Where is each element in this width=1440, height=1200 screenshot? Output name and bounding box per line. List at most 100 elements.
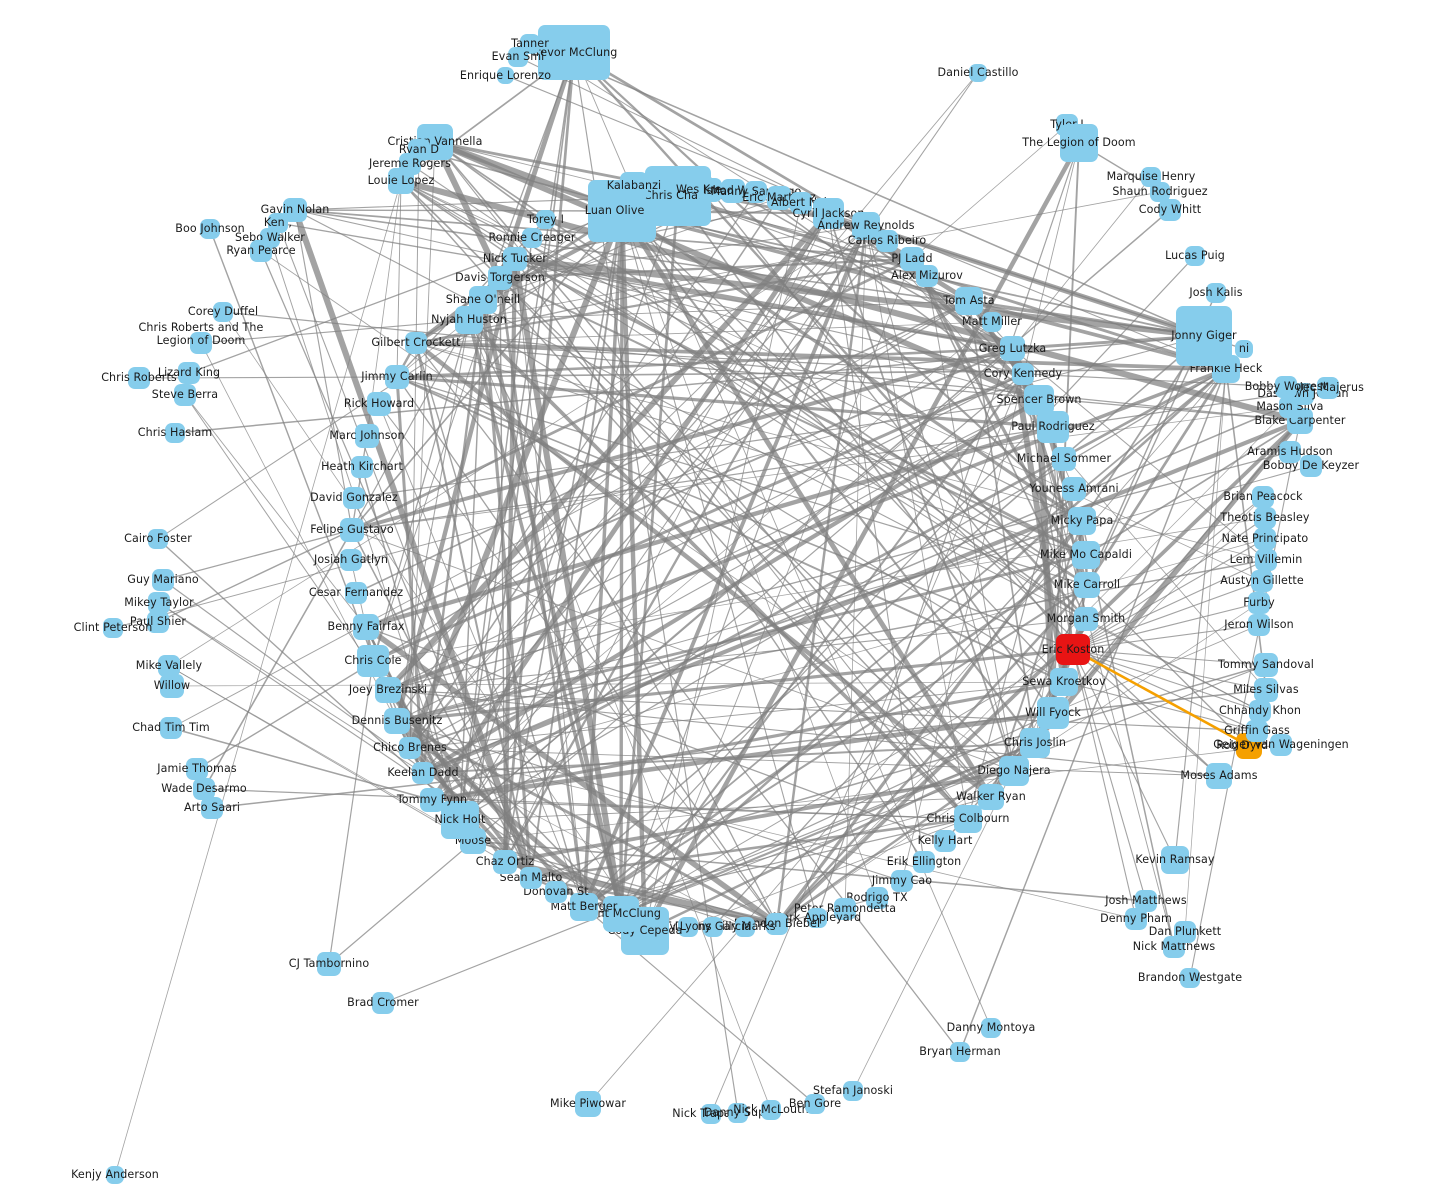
graph-node[interactable] — [1056, 634, 1090, 665]
graph-node[interactable] — [891, 870, 913, 892]
graph-node[interactable] — [955, 287, 983, 315]
graph-node[interactable] — [250, 240, 272, 262]
graph-node[interactable] — [388, 168, 414, 194]
graph-node[interactable] — [703, 917, 723, 937]
graph-node[interactable] — [1074, 572, 1100, 598]
graph-node[interactable] — [158, 655, 180, 677]
graph-node[interactable] — [536, 210, 555, 229]
graph-node[interactable] — [790, 192, 812, 214]
graph-node[interactable] — [834, 898, 856, 920]
graph-node[interactable] — [1252, 486, 1274, 508]
graph-node[interactable] — [213, 302, 233, 322]
graph-node[interactable] — [1246, 720, 1268, 742]
graph-node[interactable] — [1125, 908, 1147, 930]
graph-node[interactable] — [493, 850, 517, 874]
graph-node[interactable] — [148, 529, 168, 549]
graph-node[interactable] — [678, 917, 698, 937]
graph-node[interactable] — [441, 801, 479, 839]
graph-node[interactable] — [353, 614, 379, 640]
graph-node[interactable] — [160, 717, 182, 739]
graph-node[interactable] — [357, 645, 389, 677]
graph-node[interactable] — [412, 762, 434, 784]
graph-node[interactable] — [355, 424, 379, 448]
graph-node[interactable] — [1060, 124, 1098, 162]
graph-node[interactable] — [399, 737, 421, 759]
graph-node[interactable] — [1020, 728, 1050, 758]
graph-node[interactable] — [178, 362, 200, 384]
graph-node[interactable] — [916, 265, 938, 287]
graph-node[interactable] — [1300, 455, 1322, 477]
graph-node[interactable] — [106, 1166, 124, 1184]
graph-node[interactable] — [767, 186, 791, 210]
graph-node[interactable] — [698, 178, 722, 202]
graph-node[interactable] — [375, 677, 401, 703]
graph-node[interactable] — [1135, 890, 1157, 912]
graph-node[interactable] — [147, 611, 169, 633]
graph-node[interactable] — [866, 887, 888, 909]
graph-node[interactable] — [340, 518, 364, 542]
graph-node[interactable] — [728, 1103, 748, 1123]
graph-node[interactable] — [1068, 507, 1096, 535]
graph-node[interactable] — [1000, 336, 1025, 361]
graph-node[interactable] — [1037, 697, 1069, 729]
graph-node[interactable] — [1052, 447, 1076, 471]
graph-node[interactable] — [420, 788, 444, 812]
graph-node[interactable] — [843, 1081, 863, 1101]
graph-node[interactable] — [603, 896, 639, 932]
graph-node[interactable] — [761, 1100, 781, 1120]
graph-node[interactable] — [1024, 385, 1054, 415]
graph-node[interactable] — [1176, 306, 1232, 366]
graph-node[interactable] — [1161, 846, 1189, 874]
graph-node[interactable] — [1012, 363, 1034, 385]
graph-node[interactable] — [128, 367, 150, 389]
graph-node[interactable] — [1317, 377, 1339, 399]
graph-node[interactable] — [1150, 182, 1170, 202]
graph-node[interactable] — [343, 487, 365, 509]
graph-node[interactable] — [193, 778, 215, 800]
graph-node[interactable] — [190, 332, 212, 354]
graph-node[interactable] — [165, 423, 185, 443]
graph-node[interactable] — [160, 674, 184, 698]
graph-node[interactable] — [981, 1018, 1001, 1038]
graph-node[interactable] — [1255, 549, 1277, 571]
graph-node[interactable] — [345, 582, 367, 604]
graph-node[interactable] — [1072, 541, 1100, 569]
graph-node[interactable] — [372, 992, 394, 1014]
graph-node[interactable] — [1248, 614, 1270, 636]
graph-node[interactable] — [1159, 199, 1181, 221]
graph-node[interactable] — [575, 1091, 601, 1117]
graph-node[interactable] — [913, 851, 935, 873]
graph-node[interactable] — [876, 230, 898, 252]
graph-node[interactable] — [1254, 528, 1276, 550]
graph-node[interactable] — [522, 228, 542, 248]
graph-node[interactable] — [351, 456, 373, 478]
graph-node[interactable] — [1248, 592, 1270, 614]
graph-node[interactable] — [1254, 507, 1276, 529]
graph-node[interactable] — [520, 867, 542, 889]
graph-node[interactable] — [1185, 246, 1205, 266]
graph-node[interactable] — [384, 708, 410, 734]
graph-node[interactable] — [455, 306, 483, 334]
graph-node[interactable] — [745, 181, 767, 203]
graph-node[interactable] — [1254, 653, 1278, 677]
graph-node[interactable] — [701, 1104, 721, 1124]
graph-node[interactable] — [1292, 383, 1314, 405]
graph-node[interactable] — [174, 384, 196, 406]
graph-node[interactable] — [813, 198, 844, 229]
graph-node[interactable] — [982, 312, 1002, 332]
graph-node[interactable] — [766, 913, 788, 935]
graph-node[interactable] — [508, 47, 528, 67]
graph-node[interactable] — [1275, 376, 1297, 398]
graph-node[interactable] — [999, 756, 1029, 786]
graph-node[interactable] — [340, 549, 362, 571]
graph-node[interactable] — [852, 212, 880, 240]
graph-node[interactable] — [201, 797, 223, 819]
graph-node[interactable] — [317, 952, 341, 976]
graph-node[interactable] — [1235, 340, 1253, 358]
graph-node[interactable] — [1180, 968, 1200, 988]
graph-node[interactable] — [1279, 441, 1301, 463]
graph-node[interactable] — [570, 893, 598, 921]
graph-node[interactable] — [545, 881, 567, 903]
graph-node[interactable] — [978, 784, 1004, 810]
graph-node[interactable] — [497, 67, 514, 84]
